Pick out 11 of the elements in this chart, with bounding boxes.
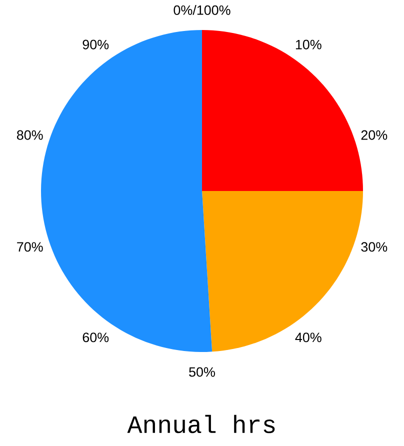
text: 20% [361,130,388,140]
text: Annual hrs [127,414,275,434]
text: 50% [189,367,215,377]
text: 10% [296,40,322,50]
text: 30% [361,242,388,252]
text: 90% [82,40,109,50]
text: 60% [82,332,109,342]
text: 80% [16,130,43,140]
text: 70% [17,242,43,252]
text: 0%/100% [174,5,230,15]
text: 40% [295,332,322,342]
